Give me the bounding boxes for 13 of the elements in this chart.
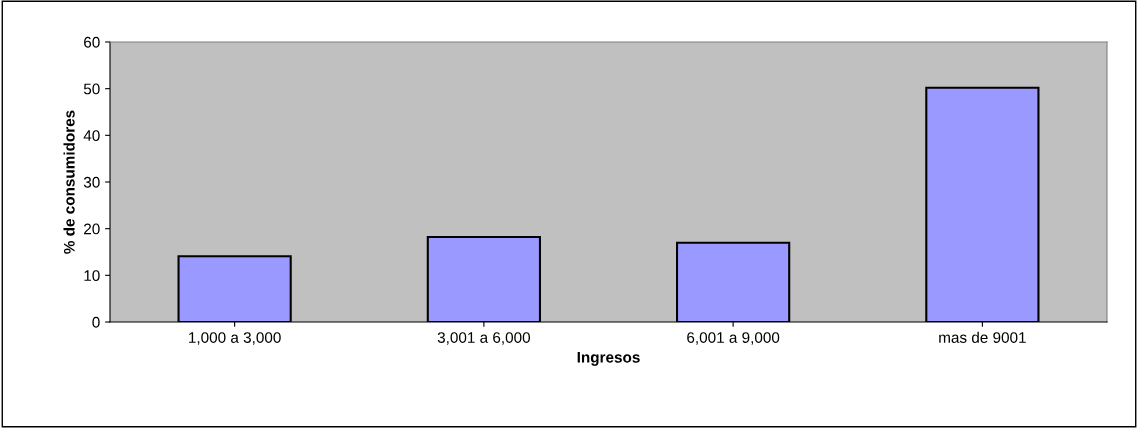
x-tick-label: 3,001 a 6,000 xyxy=(437,332,531,345)
x-axis-title: Ingresos xyxy=(577,352,640,366)
y-tick-label: 20 xyxy=(84,223,100,235)
y-axis-title: % de consumidores xyxy=(63,110,75,254)
x-tick-label: 6,001 a 9,000 xyxy=(687,332,780,345)
y-tick-label: 0 xyxy=(92,316,100,328)
x-tick-label: mas de 9001 xyxy=(939,331,1026,343)
y-tick-label: 30 xyxy=(83,176,100,188)
y-tick-label: 10 xyxy=(84,270,100,282)
y-tick-label: 40 xyxy=(83,130,100,142)
x-tick-label: 1,000 a 3,000 xyxy=(189,332,281,345)
y-tick-label: 60 xyxy=(84,36,100,48)
y-tick-label: 50 xyxy=(83,83,100,95)
